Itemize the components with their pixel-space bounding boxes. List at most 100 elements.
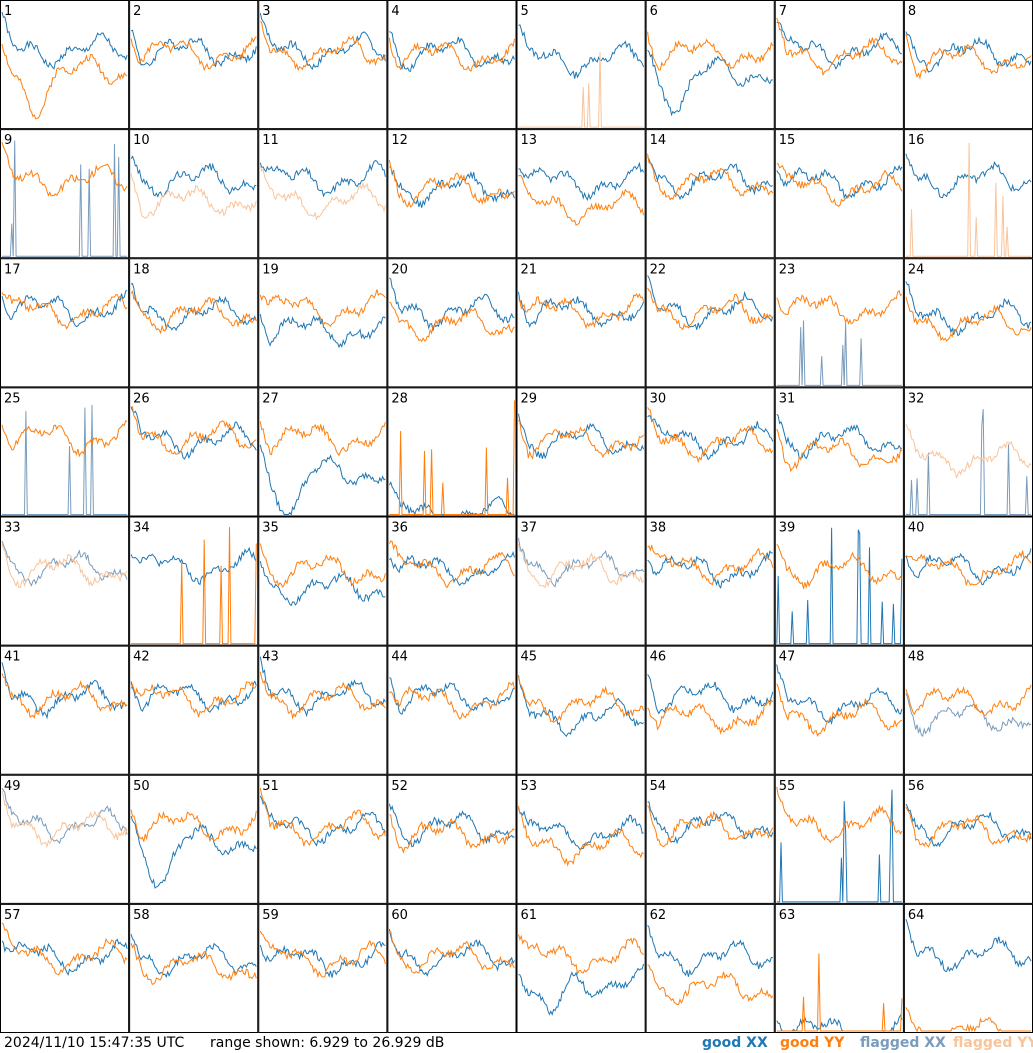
tile-25-yy-line xyxy=(1,419,128,458)
tile-15-yy-line xyxy=(776,163,903,207)
tile-frame xyxy=(645,903,775,1033)
tile-35-yy-line xyxy=(259,543,386,589)
tile-10-yy-line xyxy=(130,173,257,219)
tile-12: 12 xyxy=(387,129,517,259)
tile-label: 52 xyxy=(391,779,408,794)
tile-47-xx-line xyxy=(776,664,903,726)
tile-label: 39 xyxy=(779,521,796,536)
tile-48: 48 xyxy=(903,645,1033,775)
tile-9: 9 xyxy=(0,129,130,259)
tile-10-xx-line xyxy=(130,155,257,198)
tile-label: 33 xyxy=(4,521,21,536)
tile-44-xx-line xyxy=(389,677,515,715)
tile-18: 18 xyxy=(129,258,259,388)
tile-30-yy-line xyxy=(647,407,774,464)
tile-55: 55 xyxy=(774,774,904,904)
tile-1-yy-line xyxy=(1,43,128,120)
tile-label: 50 xyxy=(133,779,150,794)
tile-frame xyxy=(516,645,646,775)
tile-frame xyxy=(129,129,259,259)
tile-2-xx-line xyxy=(130,29,257,68)
tile-frame xyxy=(0,516,130,646)
tile-62-xx-line xyxy=(647,925,773,977)
tile-46: 46 xyxy=(645,645,775,775)
tile-60-yy-line xyxy=(389,931,515,974)
tile-label: 3 xyxy=(262,4,270,19)
tile-31-xx-line xyxy=(776,413,902,460)
tile-48-yy-line xyxy=(905,684,1032,717)
tile-38: 38 xyxy=(645,516,775,646)
tile-frame xyxy=(129,387,259,517)
tile-41: 41 xyxy=(0,645,130,775)
tile-42-xx-line xyxy=(130,680,257,713)
tile-58: 58 xyxy=(129,903,259,1033)
tile-label: 29 xyxy=(521,391,538,406)
tile-9-yy-line xyxy=(1,141,128,197)
tile-42-yy-line xyxy=(130,680,257,718)
tile-frame xyxy=(516,516,646,646)
tile-label: 61 xyxy=(521,908,538,923)
tile-43-xx-line xyxy=(259,656,386,718)
tile-50-xx-line xyxy=(130,816,257,889)
tile-label: 5 xyxy=(521,4,529,19)
tile-label: 43 xyxy=(262,650,279,665)
tile-label: 34 xyxy=(133,521,150,536)
tile-4: 4 xyxy=(387,0,517,130)
tile-label: 56 xyxy=(908,779,925,794)
tile-27: 27 xyxy=(258,387,388,517)
tile-60: 60 xyxy=(387,903,517,1033)
tile-label: 62 xyxy=(650,908,667,923)
tile-label: 31 xyxy=(779,391,796,406)
tile-17-yy-line xyxy=(1,292,128,330)
tile-57: 57 xyxy=(0,903,130,1033)
tile-47: 47 xyxy=(774,645,904,775)
tile-7-xx-line xyxy=(776,21,902,70)
tile-64-yy-line xyxy=(905,1007,1031,1033)
tile-label: 8 xyxy=(908,4,916,19)
tile-31-yy-line xyxy=(776,428,903,473)
tile-frame xyxy=(129,903,259,1033)
tile-24: 24 xyxy=(903,258,1033,388)
tile-34: 34 xyxy=(129,516,259,646)
tile-label: 24 xyxy=(908,262,925,277)
tile-label: 7 xyxy=(779,4,787,19)
tile-56-yy-line xyxy=(905,806,1032,848)
tile-label: 49 xyxy=(4,779,21,794)
tile-43: 43 xyxy=(258,645,388,775)
tile-label: 44 xyxy=(391,650,408,665)
tile-label: 19 xyxy=(262,262,279,277)
tile-label: 46 xyxy=(650,650,667,665)
tile-29: 29 xyxy=(516,387,646,517)
tile-50: 50 xyxy=(129,774,259,904)
tile-label: 37 xyxy=(521,521,538,536)
tile-5-yy-line xyxy=(518,51,644,128)
tile-frame xyxy=(0,0,130,130)
tile-frame xyxy=(645,645,775,775)
tile-63-yy-line xyxy=(776,953,903,1032)
tile-61: 61 xyxy=(516,903,646,1033)
tile-frame xyxy=(516,129,646,259)
tile-26-yy-line xyxy=(130,406,257,456)
tile-14: 14 xyxy=(645,129,775,259)
tile-17: 17 xyxy=(0,258,130,388)
tile-3-xx-line xyxy=(259,12,386,71)
tile-27-xx-line xyxy=(259,444,386,516)
tile-12-yy-line xyxy=(388,159,515,208)
tile-61-yy-line xyxy=(518,934,644,976)
tile-20-xx-line xyxy=(389,277,515,331)
tile-1-xx-line xyxy=(1,11,128,70)
tile-13-xx-line xyxy=(518,161,645,202)
tile-40-xx-line xyxy=(905,548,1032,586)
tile-label: 11 xyxy=(262,133,279,148)
tile-58-xx-line xyxy=(130,934,257,979)
tile-34-xx-line xyxy=(130,546,257,586)
tile-13-yy-line xyxy=(518,174,645,226)
tile-18-yy-line xyxy=(130,290,257,335)
tile-6-xx-line xyxy=(647,49,773,117)
tile-46-yy-line xyxy=(647,699,774,735)
tile-2-yy-line xyxy=(130,36,257,72)
tile-label: 51 xyxy=(262,779,279,794)
tile-45-yy-line xyxy=(518,675,645,723)
tile-frame xyxy=(645,774,775,904)
